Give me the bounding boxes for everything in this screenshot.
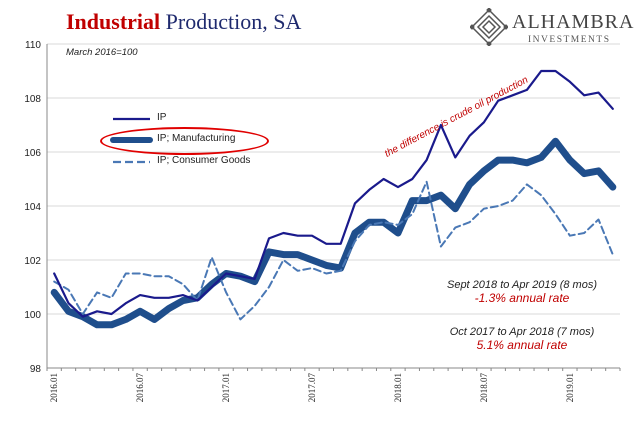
x-tick-label-2017.01: 2017.01 [221,373,231,402]
chart-title-part2: Production, SA [165,9,302,34]
x-axis-ticks: 2016.01 2016.07 2017.01 2017.07 2018.01 2018.… [46,368,621,403]
y-tick-label-106: 106 [24,148,41,159]
series-line-manufacturing [50,137,617,329]
series-line-consumer-goods [53,180,614,321]
legend-item-ip: IP [110,112,310,126]
annotation-2018-2019-period: Sept 2018 to Apr 2019 (8 mos) [446,279,597,291]
annotation-2018-2019-rate: -1.3% annual rate [474,291,570,305]
x-tick-label-2016.07: 2016.07 [135,373,145,403]
x-tick-label-2016.01: 2016.01 [49,373,59,402]
annotation-2017-2018-rate: 5.1% annual rate [476,338,568,352]
series-line-ip [53,69,614,318]
y-axis-ticks: 98 100 102 104 106 108 110 [24,40,41,375]
base-note: March 2016=100 [66,47,138,58]
legend-label-consumer-goods: IP; Consumer Goods [157,155,251,166]
annotation-2018-2019: Sept 2018 to Apr 2019 (8 mos) -1.3% annu… [432,279,612,305]
manufacturing-highlight-oval [100,127,269,155]
chart-title: Industrial Production, SA [66,9,301,35]
x-tick-label-2017.07: 2017.07 [307,373,317,403]
annotation-2017-2018-period: Oct 2017 to Apr 2018 (7 mos) [449,326,595,338]
annotation-2017-2018: Oct 2017 to Apr 2018 (7 mos) 5.1% annual… [432,326,612,352]
x-tick-label-2018.01: 2018.01 [393,373,403,402]
y-tick-label-110: 110 [25,40,41,51]
y-tick-label-98: 98 [30,364,42,375]
y-tick-label-108: 108 [24,94,41,105]
x-tick-label-2019.01: 2019.01 [565,373,575,402]
logo-name: ALHAMBRA [512,11,635,33]
series-lines [50,69,617,329]
y-tick-label-102: 102 [24,256,41,267]
diamond-logo-icon [470,8,508,46]
chart-title-part1: Industrial [66,9,161,34]
y-tick-label-100: 100 [24,310,41,321]
alhambra-logo: ALHAMBRA INVESTMENTS [470,8,640,52]
logo-subtitle: INVESTMENTS [528,35,611,45]
y-tick-label-104: 104 [24,202,41,213]
legend-item-consumer-goods: IP; Consumer Goods [110,155,310,169]
x-tick-label-2018.07: 2018.07 [479,373,489,403]
legend-label-ip: IP [157,112,167,123]
gridlines [47,43,620,369]
